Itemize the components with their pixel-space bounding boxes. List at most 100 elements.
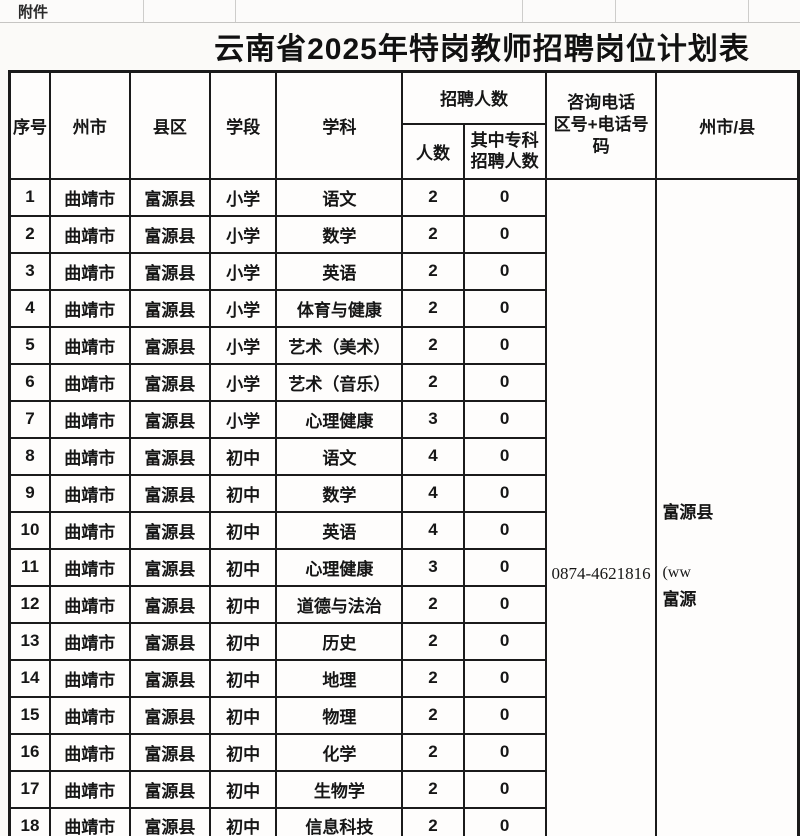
- county-cell: 富源县: [128, 510, 212, 550]
- subject-cell: 心理健康: [275, 399, 404, 439]
- table-row: 1 曲靖市 富源县 小学 语文 2 0 0874-4621816 富源县 (ww 富源: [8, 177, 800, 836]
- site-text-line3: 富源: [662, 589, 697, 609]
- header-count: 人数: [401, 122, 465, 180]
- stage-cell: 初中: [209, 510, 278, 550]
- header-college-line1: 其中专科: [470, 131, 539, 150]
- prefecture-cell: 曲靖市: [48, 399, 131, 439]
- grid-line: [615, 0, 616, 22]
- subject-cell: 英语: [275, 251, 404, 291]
- prefecture-cell: 曲靖市: [48, 695, 131, 735]
- county-cell: 富源县: [128, 177, 212, 217]
- table-row: 17 曲靖市 富源县 初中 生物学 2 0: [8, 769, 799, 809]
- grid-line: [143, 0, 144, 22]
- header-index: 序号: [8, 70, 51, 180]
- count-cell: 2: [401, 251, 465, 291]
- count-cell: 2: [401, 214, 465, 254]
- count-cell: 4: [401, 436, 465, 476]
- subject-cell: 信息科技: [275, 806, 404, 836]
- site-text-line2: (ww: [662, 563, 691, 581]
- row-index-cell: 16: [8, 732, 51, 772]
- stage-cell: 小学: [209, 288, 278, 328]
- header-phone-line2: 区号+电话号码: [553, 115, 649, 157]
- table-row: 9 曲靖市 富源县 初中 数学 4 0: [8, 473, 799, 513]
- college-count-cell: 0: [462, 769, 547, 809]
- prefecture-cell: 曲靖市: [48, 547, 131, 587]
- table-row: 4 曲靖市 富源县 小学 体育与健康 2 0: [8, 288, 799, 328]
- row-index-cell: 12: [8, 584, 51, 624]
- college-count-cell: 0: [462, 473, 547, 513]
- subject-cell: 语文: [275, 177, 404, 217]
- row-index-cell: 14: [8, 658, 51, 698]
- college-count-cell: 0: [462, 177, 547, 217]
- college-count-cell: 0: [462, 621, 547, 661]
- title-row: 云南省2025年特岗教师招聘岗位计划表: [0, 22, 800, 70]
- stage-cell: 小学: [209, 214, 278, 254]
- row-index-cell: 1: [8, 177, 51, 217]
- stage-cell: 初中: [209, 732, 278, 772]
- count-cell: 2: [401, 584, 465, 624]
- table-row: 11 曲靖市 富源县 初中 心理健康 3 0: [8, 547, 799, 587]
- table-row: 14 曲靖市 富源县 初中 地理 2 0: [8, 658, 799, 698]
- site-text-line1: 富源县: [662, 502, 714, 522]
- prefecture-cell: 曲靖市: [48, 325, 131, 365]
- prefecture-cell: 曲靖市: [48, 473, 131, 513]
- college-count-cell: 0: [462, 288, 547, 328]
- county-cell: 富源县: [128, 584, 212, 624]
- table-row: 13 曲靖市 富源县 初中 历史 2 0: [8, 621, 799, 661]
- college-count-cell: 0: [462, 806, 547, 836]
- header-recruit-group: 招聘人数: [401, 70, 547, 125]
- county-cell: 富源县: [128, 769, 212, 809]
- college-count-cell: 0: [462, 732, 547, 772]
- stage-cell: 初中: [209, 806, 278, 836]
- count-cell: 2: [401, 806, 465, 836]
- table-body: 1 曲靖市 富源县 小学 语文 2 0 0874-4621816 富源县 (ww 富源 2 曲靖市 富源县…: [8, 177, 800, 836]
- table-row: 6 曲靖市 富源县 小学 艺术（音乐） 2 0: [8, 362, 799, 402]
- college-count-cell: 0: [462, 547, 547, 587]
- site-cell: 富源县 (ww 富源: [655, 177, 800, 836]
- prefecture-cell: 曲靖市: [48, 288, 131, 328]
- phone-cell: 0874-4621816: [544, 177, 658, 836]
- count-cell: 2: [401, 362, 465, 402]
- county-cell: 富源县: [128, 658, 212, 698]
- row-index-cell: 6: [8, 362, 51, 402]
- header-site: 州市/县: [655, 70, 800, 180]
- header-prefecture: 州市: [48, 70, 131, 180]
- count-cell: 2: [401, 177, 465, 217]
- grid-line: [235, 0, 236, 22]
- stage-cell: 小学: [209, 362, 278, 402]
- table-row: 7 曲靖市 富源县 小学 心理健康 3 0: [8, 399, 799, 439]
- county-cell: 富源县: [128, 547, 212, 587]
- county-cell: 富源县: [128, 695, 212, 735]
- prefecture-cell: 曲靖市: [48, 177, 131, 217]
- count-cell: 3: [401, 547, 465, 587]
- grid-line: [748, 0, 749, 22]
- row-index-cell: 11: [8, 547, 51, 587]
- subject-cell: 心理健康: [275, 547, 404, 587]
- count-cell: 2: [401, 325, 465, 365]
- subject-cell: 地理: [275, 658, 404, 698]
- spreadsheet-top-strip: 附件: [0, 0, 800, 23]
- phone-number: 0874-4621816: [551, 563, 651, 583]
- county-cell: 富源县: [128, 806, 212, 836]
- table-row: 8 曲靖市 富源县 初中 语文 4 0: [8, 436, 799, 476]
- row-index-cell: 2: [8, 214, 51, 254]
- table-row: 15 曲靖市 富源县 初中 物理 2 0: [8, 695, 799, 735]
- college-count-cell: 0: [462, 399, 547, 439]
- college-count-cell: 0: [462, 695, 547, 735]
- stage-cell: 初中: [209, 621, 278, 661]
- subject-cell: 数学: [275, 473, 404, 513]
- county-cell: 富源县: [128, 399, 212, 439]
- page-title: 云南省2025年特岗教师招聘岗位计划表: [214, 33, 750, 66]
- prefecture-cell: 曲靖市: [48, 769, 131, 809]
- subject-cell: 体育与健康: [275, 288, 404, 328]
- subject-cell: 生物学: [275, 769, 404, 809]
- stage-cell: 初中: [209, 769, 278, 809]
- subject-cell: 艺术（音乐）: [275, 362, 404, 402]
- count-cell: 2: [401, 658, 465, 698]
- stage-cell: 初中: [209, 658, 278, 698]
- stage-cell: 初中: [209, 695, 278, 735]
- subject-cell: 数学: [275, 214, 404, 254]
- college-count-cell: 0: [462, 362, 547, 402]
- row-index-cell: 15: [8, 695, 51, 735]
- county-cell: 富源县: [128, 732, 212, 772]
